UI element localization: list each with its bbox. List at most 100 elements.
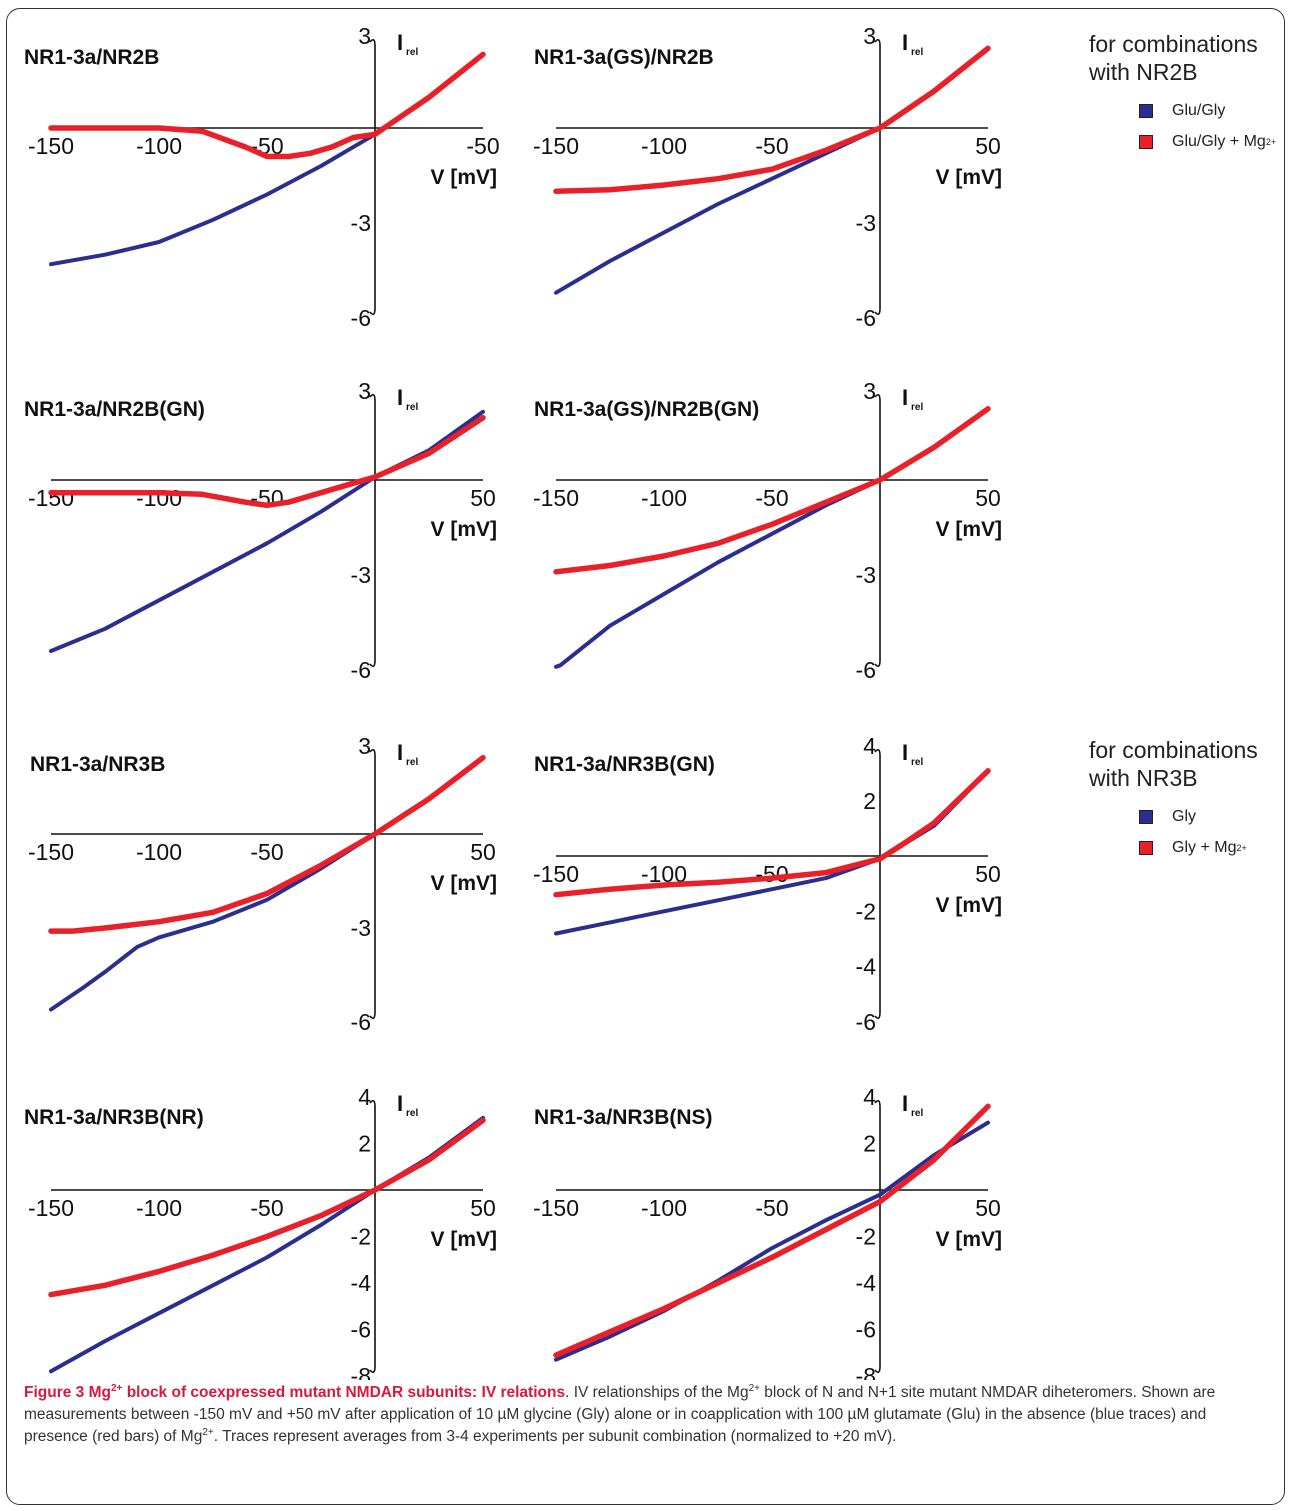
figure-caption: Figure 3 Mg2+ block of coexpressed mutan…	[24, 1382, 1216, 1445]
y-tick-label: -6	[351, 305, 371, 331]
y-axis-label: I	[902, 1091, 908, 1116]
legend-nr3b: for combinations with NR3B Gly Gly + Mg 2…	[1089, 736, 1258, 857]
legend-label: Gly	[1172, 808, 1196, 825]
y-axis-label-sub: rel	[911, 402, 923, 413]
legend-swatch-red	[1139, 841, 1153, 855]
series-line-mg	[48, 1117, 486, 1298]
panel-title: NR1-3a/NR3B	[30, 753, 165, 776]
y-tick-label: 4	[863, 1084, 876, 1110]
legend-label: Gly + Mg	[1172, 839, 1237, 856]
panel-title: NR1-3a/NR3B(NS)	[534, 1106, 713, 1129]
panel-title: NR1-3a/NR3B(NR)	[24, 1106, 204, 1129]
legend-swatch-blue	[1139, 810, 1153, 824]
x-axis-label: V [mV]	[935, 1228, 1002, 1251]
x-axis-label: V [mV]	[430, 872, 497, 895]
y-axis-label-sub: rel	[406, 47, 418, 58]
x-axis-label: V [mV]	[430, 166, 497, 189]
series-line-control	[554, 1120, 990, 1362]
x-tick-label: 50	[470, 1195, 496, 1221]
y-axis-label: I	[902, 385, 908, 410]
legend-title-line1: for combinations	[1089, 31, 1258, 57]
legend-nr2b: for combinations with NR2B Glu/Gly Glu/G…	[1089, 30, 1276, 151]
y-tick-label: 3	[863, 23, 876, 49]
x-tick-label: -100	[136, 133, 182, 159]
x-tick-label: -50	[250, 1195, 283, 1221]
legend-label-sup: 2+	[1265, 137, 1277, 147]
y-axis	[369, 1099, 376, 1374]
x-tick-label: 50	[975, 861, 1001, 887]
y-tick-label: -2	[856, 898, 876, 924]
y-tick-label: 3	[358, 733, 371, 759]
y-tick-label: -3	[351, 915, 371, 941]
x-tick-label: -150	[533, 1195, 579, 1221]
y-tick-label: -2	[856, 1224, 876, 1250]
x-tick-label: -50	[755, 133, 788, 159]
x-tick-label: 50	[470, 839, 496, 865]
legend-swatch-blue	[1139, 104, 1153, 118]
y-axis	[369, 393, 376, 668]
y-axis-label-sub: rel	[406, 1108, 418, 1119]
y-axis-label: I	[397, 30, 403, 55]
y-axis	[874, 748, 881, 1020]
x-tick-label: -150	[533, 485, 579, 511]
x-tick-label: 50	[470, 485, 496, 511]
y-tick-label: -6	[856, 657, 876, 683]
y-tick-label: -2	[351, 1224, 371, 1250]
y-axis-label-sub: rel	[406, 402, 418, 413]
legend-entry: Gly + Mg 2+	[1089, 839, 1258, 857]
y-axis	[369, 38, 376, 316]
y-axis-label: I	[902, 30, 908, 55]
y-tick-label: -6	[351, 657, 371, 683]
x-tick-label: -150	[533, 133, 579, 159]
x-tick-label: -100	[136, 485, 182, 511]
legend-title-line1: for combinations	[1089, 737, 1258, 763]
legend-entry: Glu/Gly + Mg 2+	[1089, 133, 1276, 151]
y-tick-label: 3	[863, 378, 876, 404]
y-tick-label: -4	[351, 1270, 372, 1296]
y-axis-label-sub: rel	[911, 1108, 923, 1119]
y-axis	[874, 1099, 881, 1374]
y-tick-label: -6	[351, 1317, 371, 1343]
series-line-mg	[553, 1103, 991, 1358]
y-tick-label: 2	[358, 1131, 371, 1157]
x-tick-label: 50	[975, 485, 1001, 511]
y-tick-label: 3	[358, 23, 371, 49]
series-line-control	[49, 409, 485, 653]
x-tick-label: -50	[755, 861, 788, 887]
y-tick-label: -3	[856, 562, 876, 588]
panel-title: NR1-3a(GS)/NR2B(GN)	[534, 398, 759, 421]
y-axis-label: I	[397, 385, 403, 410]
y-tick-label: 2	[863, 788, 876, 814]
x-tick-label: -50	[755, 1195, 788, 1221]
y-axis-label-sub: rel	[406, 757, 418, 768]
caption-title: Figure 3 Mg2+ block of coexpressed mutan…	[24, 1382, 566, 1401]
series-line-mg	[553, 406, 991, 575]
y-tick-label: 4	[863, 733, 876, 759]
series-line-control	[554, 406, 990, 669]
y-tick-label: -3	[351, 210, 371, 236]
series-line-mg	[48, 754, 486, 934]
y-axis-label: I	[397, 1091, 403, 1116]
figure-frame	[6, 8, 1285, 1505]
iv-plots: NR1-3a/NR2B I rel V [mV] -150 -100 -50 -50 3 -3 -6…	[24, 23, 1002, 1380]
series-line-mg	[48, 51, 486, 160]
legend-label-sup: 2+	[1236, 843, 1247, 853]
series-line-mg	[48, 414, 486, 509]
y-tick-label: 4	[358, 1084, 371, 1110]
x-tick-label: -50	[755, 485, 788, 511]
y-tick-label: -3	[351, 562, 371, 588]
panel-title: NR1-3a(GS)/NR2B	[534, 46, 714, 69]
series-line-control	[49, 755, 485, 1012]
x-tick-label: -100	[641, 133, 687, 159]
x-tick-label: 50	[975, 1195, 1001, 1221]
legend-title-line2: with NR3B	[1089, 765, 1198, 791]
y-tick-label: 3	[358, 378, 371, 404]
x-tick-label: -150	[28, 485, 74, 511]
x-axis-label: V [mV]	[430, 518, 497, 541]
x-tick-label: -100	[641, 485, 687, 511]
y-tick-label: -6	[351, 1009, 371, 1035]
x-tick-label: -150	[28, 1195, 74, 1221]
y-tick-label: -4	[856, 1270, 877, 1296]
panel-title: NR1-3a/NR2B	[24, 46, 159, 69]
series-line-control	[554, 768, 990, 936]
